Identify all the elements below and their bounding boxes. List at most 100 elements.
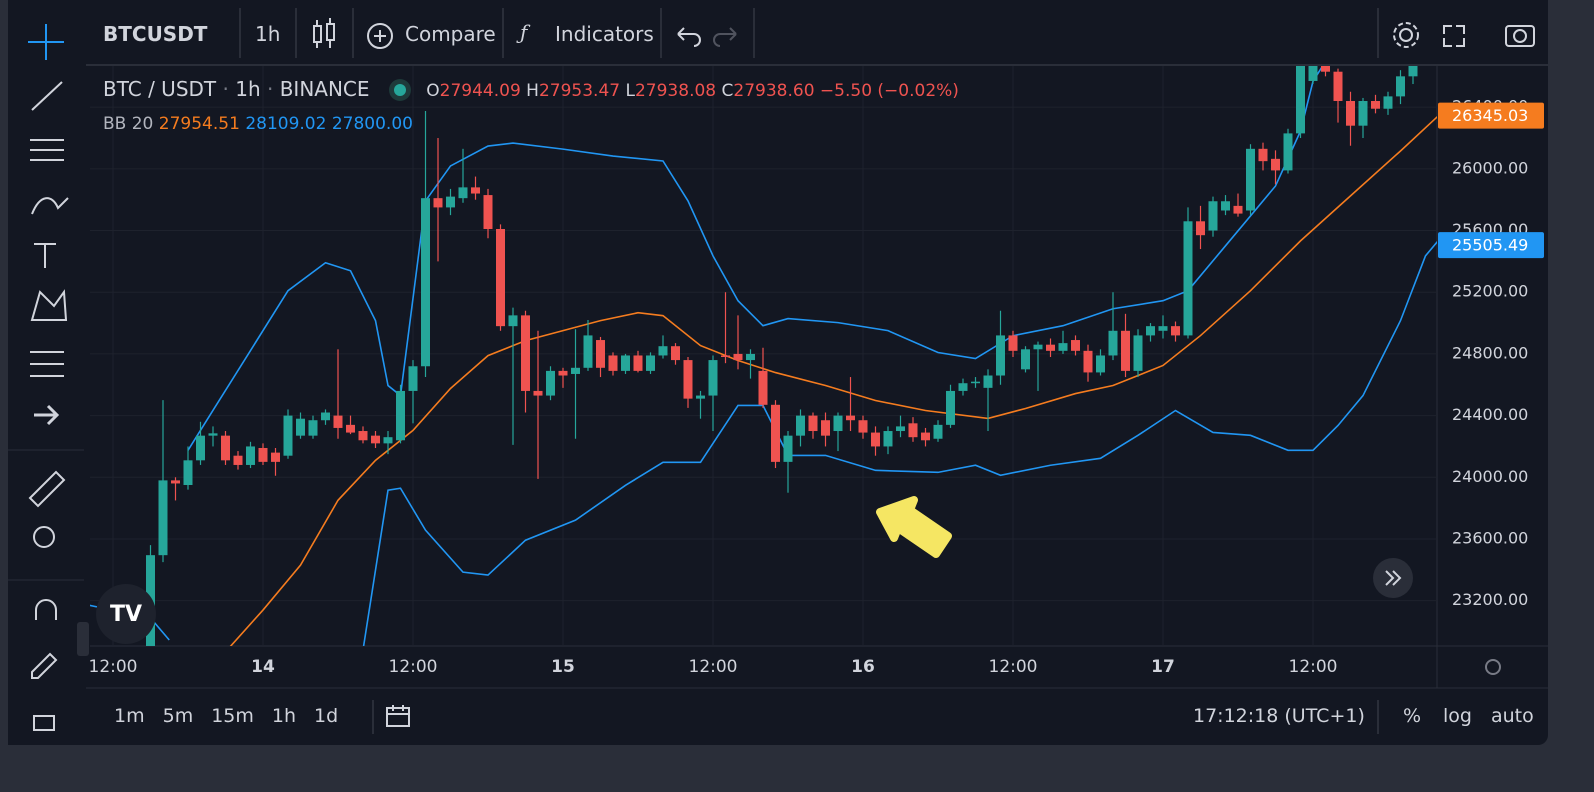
candle-body <box>1233 205 1243 214</box>
symbol[interactable]: BTCUSDT <box>103 22 208 46</box>
magnet-icon[interactable] <box>35 599 57 620</box>
l-value: 27938.08 <box>634 81 717 101</box>
bb-lower: 27800.00 <box>331 114 413 134</box>
candle-body <box>558 370 568 376</box>
compare-icon[interactable] <box>366 22 394 50</box>
arrow-icon[interactable] <box>34 404 60 426</box>
candle-body <box>696 395 705 399</box>
lock-draw-icon[interactable] <box>31 652 58 679</box>
candle-body <box>533 390 543 396</box>
candle-body <box>758 370 768 405</box>
candle-body <box>1108 330 1118 356</box>
candle-body <box>1158 326 1168 331</box>
candle-body <box>296 418 305 436</box>
pattern-icon[interactable] <box>30 289 68 321</box>
pair: BTC / USDT <box>103 77 217 101</box>
price-tag-label: 25505.49 <box>1452 236 1528 255</box>
h-value: 27953.47 <box>538 81 621 101</box>
range-button[interactable]: 1d <box>314 705 339 727</box>
brush-icon[interactable] <box>31 197 69 215</box>
candle-body <box>371 435 380 444</box>
candle-body <box>646 355 655 371</box>
candle-body <box>333 415 343 428</box>
interval[interactable]: 1h <box>255 22 281 46</box>
candle-body <box>158 480 168 556</box>
candle-body <box>458 187 468 199</box>
range-button[interactable]: 1m <box>114 705 145 727</box>
text-icon[interactable] <box>34 243 56 268</box>
fib-icon[interactable] <box>30 139 64 161</box>
range-button[interactable]: 15m <box>211 705 254 727</box>
range-button[interactable]: 5m <box>162 705 194 727</box>
compare[interactable]: Compare <box>405 22 496 46</box>
candle-body <box>1021 349 1030 370</box>
candle-body <box>1308 66 1318 81</box>
candle-body <box>933 424 943 439</box>
candle-body <box>358 431 368 441</box>
candle-body <box>1383 96 1393 109</box>
candle-body <box>796 415 805 436</box>
candle-body <box>633 355 643 371</box>
candle-body <box>1246 148 1255 211</box>
band-line <box>187 66 1324 451</box>
top-bar <box>86 0 1548 66</box>
x-tick-label: 16 <box>851 657 875 677</box>
candle-body <box>471 187 480 194</box>
top-right-icons[interactable] <box>1390 18 1540 52</box>
chart-legend: BTC / USDT · 1h · BINANCE O27944.09 H279… <box>103 77 959 101</box>
candle-body <box>346 424 355 433</box>
exchange: BINANCE <box>279 77 370 101</box>
trendline-icon[interactable] <box>31 81 63 111</box>
candle-body <box>808 415 818 432</box>
separator <box>1377 700 1379 734</box>
indicators[interactable]: Indicators <box>555 22 654 46</box>
range-button[interactable]: 1h <box>271 705 297 727</box>
candle-body <box>821 420 830 436</box>
candle-body <box>896 426 905 432</box>
scroll-icon[interactable] <box>1385 570 1402 586</box>
auto-toggle[interactable]: auto <box>1491 705 1534 727</box>
candle-body <box>671 346 680 361</box>
candle-body <box>308 420 318 436</box>
log-toggle[interactable]: log <box>1443 705 1472 727</box>
candle-body <box>621 355 630 371</box>
left-toolbar <box>8 0 84 745</box>
o-label: O <box>426 81 440 101</box>
candle-body <box>1208 201 1218 231</box>
separator <box>753 8 755 58</box>
settings-sun[interactable] <box>1485 659 1501 675</box>
candle-body <box>908 423 918 438</box>
indicator-name: BB <box>103 114 127 134</box>
y-tick-label: 23600.00 <box>1452 528 1528 547</box>
percent-toggle[interactable]: % <box>1403 705 1422 727</box>
bb-upper: 28109.02 <box>245 114 327 134</box>
candle-body <box>421 198 430 367</box>
y-tick-label: 24000.00 <box>1452 467 1528 486</box>
clock[interactable]: 17:12:18 (UTC+1) <box>1193 705 1365 727</box>
c-value: 27938.60 <box>733 81 815 101</box>
candle-body <box>183 460 193 486</box>
prediction-icon[interactable] <box>30 351 64 377</box>
candle-body <box>1183 221 1193 336</box>
undo-redo[interactable] <box>672 22 742 50</box>
crosshair-icon[interactable] <box>28 24 64 60</box>
x-tick-label: 12:00 <box>689 657 738 677</box>
collapse-handle[interactable] <box>77 622 89 656</box>
candle-body <box>658 346 668 356</box>
chart-style-icon[interactable] <box>310 18 340 52</box>
candle-body <box>383 437 393 444</box>
candle-body <box>846 415 855 421</box>
separator <box>295 8 297 58</box>
date-range-icon[interactable] <box>384 704 412 730</box>
candle-body <box>1358 101 1368 126</box>
lock-icon[interactable] <box>33 715 55 731</box>
separator <box>660 8 662 58</box>
indicators-icon[interactable]: ƒ <box>520 20 528 44</box>
candle-body <box>1008 335 1018 351</box>
indicator-legend: BB 20 27954.51 28109.02 27800.00 <box>103 114 413 134</box>
candle-body <box>958 383 968 391</box>
ruler-icon[interactable] <box>28 470 66 508</box>
zoom-icon[interactable] <box>33 526 55 548</box>
candle-body <box>746 353 755 361</box>
